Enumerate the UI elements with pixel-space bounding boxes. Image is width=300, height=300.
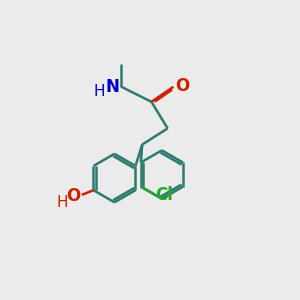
Text: Cl: Cl — [155, 186, 173, 204]
Text: N: N — [106, 78, 120, 96]
Text: H: H — [93, 84, 105, 99]
Text: H: H — [56, 195, 68, 210]
Text: O: O — [66, 187, 80, 205]
Text: O: O — [175, 77, 190, 95]
